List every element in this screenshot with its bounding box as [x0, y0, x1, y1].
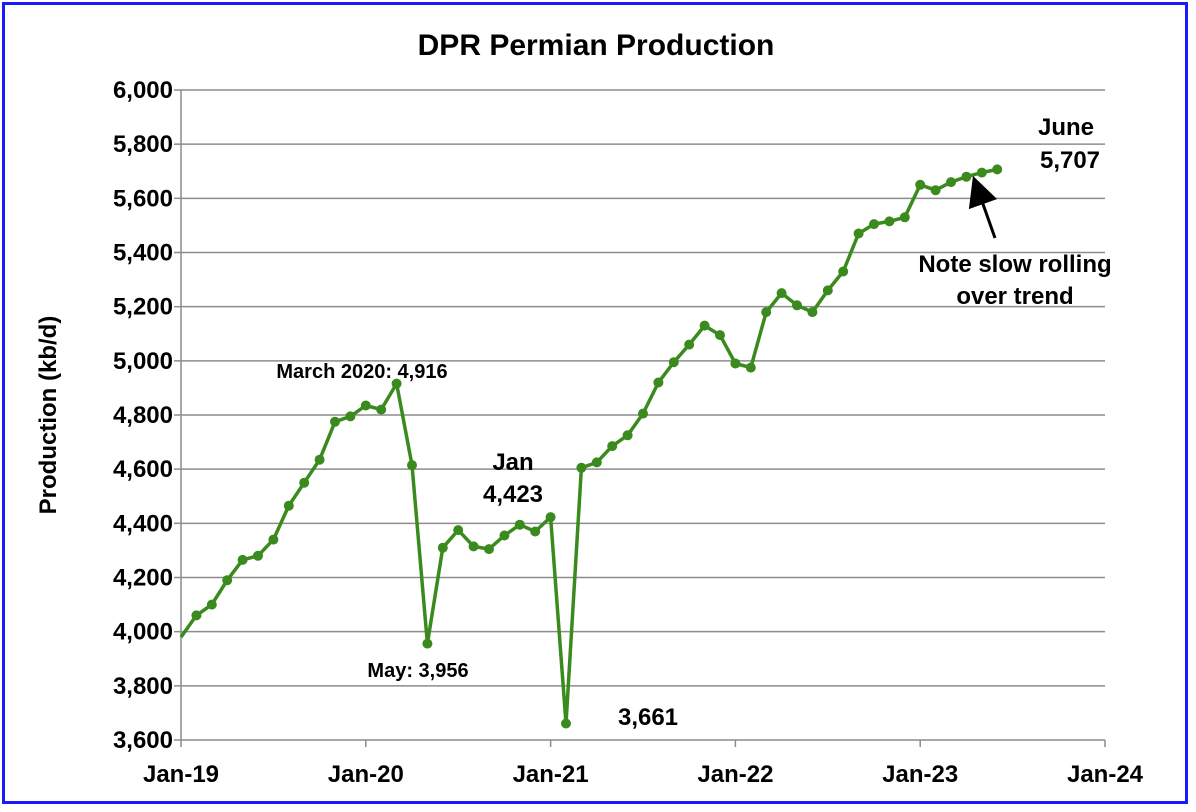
x-tick-label: Jan-22 — [697, 761, 773, 788]
data-point — [453, 525, 464, 536]
data-point — [283, 500, 294, 511]
series-production — [179, 164, 1003, 729]
y-axis-label: Production (kb/d) — [35, 316, 62, 515]
data-point — [622, 430, 633, 441]
annotation-may: May: 3,956 — [367, 660, 468, 682]
data-point — [206, 599, 217, 610]
data-point — [715, 330, 725, 341]
x-tick-label: Jan-24 — [1067, 761, 1144, 788]
annotation-jan-value: 4,423 — [483, 481, 543, 508]
data-point — [699, 320, 710, 331]
data-point — [992, 164, 1003, 175]
data-point — [822, 285, 833, 296]
chart-frame — [2, 2, 1188, 804]
data-point — [930, 185, 941, 196]
x-tick-label: Jan-20 — [328, 761, 404, 788]
data-point — [268, 534, 279, 545]
data-point — [545, 512, 556, 523]
data-point — [761, 307, 772, 318]
data-point — [299, 477, 310, 488]
data-point — [376, 404, 387, 415]
y-tick-label: 4,600 — [113, 456, 173, 483]
x-tick-labels: Jan-19 Jan-20 Jan-21 Jan-22 Jan-23 Jan-24 — [143, 761, 1144, 788]
data-point — [360, 400, 371, 411]
annotation-arrow — [968, 175, 998, 239]
data-point — [807, 307, 818, 318]
data-point — [884, 216, 895, 227]
data-point — [899, 212, 910, 223]
y-tick-label: 6,000 — [113, 77, 173, 104]
data-point — [653, 377, 664, 388]
data-point — [222, 575, 233, 586]
data-point — [730, 358, 741, 369]
y-tick-label: 3,600 — [113, 727, 173, 754]
data-point — [237, 554, 248, 565]
data-point — [530, 526, 541, 537]
data-point — [976, 167, 987, 178]
data-point — [668, 357, 679, 368]
annotation-june-value: 5,707 — [1040, 147, 1100, 174]
annotation-jan-label: Jan — [492, 449, 533, 476]
axes — [174, 89, 1106, 747]
data-point — [314, 454, 325, 465]
data-point — [437, 542, 448, 553]
data-point — [745, 362, 756, 373]
annotation-march-2020: March 2020: 4,916 — [276, 361, 447, 383]
data-point — [576, 462, 587, 473]
data-point — [838, 266, 849, 277]
annotation-june-label: June — [1038, 114, 1094, 141]
y-tick-labels: 3,600 3,800 4,000 4,200 4,400 4,600 4,800 5,000… — [113, 77, 173, 754]
y-tick-label: 4,000 — [113, 619, 173, 646]
grid-lines — [181, 89, 1105, 687]
data-point — [853, 228, 864, 239]
y-tick-label: 5,000 — [113, 348, 173, 375]
x-tick-label: Jan-19 — [143, 761, 219, 788]
annotation-feb-2021-value: 3,661 — [618, 704, 678, 731]
annotation-note-line1: Note slow rolling — [918, 251, 1111, 278]
data-point — [591, 457, 602, 468]
data-point — [422, 638, 433, 649]
data-point — [915, 179, 926, 190]
data-point — [607, 441, 618, 452]
data-point — [499, 530, 510, 541]
data-point — [191, 610, 202, 621]
y-tick-label: 5,800 — [113, 131, 173, 158]
data-point — [792, 300, 802, 311]
data-point — [946, 177, 956, 188]
data-point — [253, 550, 263, 561]
y-tick-label: 5,600 — [113, 185, 173, 212]
y-tick-label: 3,800 — [113, 673, 173, 700]
annotation-note-line2: over trend — [956, 283, 1073, 310]
data-point — [776, 288, 787, 299]
data-point — [391, 378, 402, 389]
data-point — [961, 171, 972, 182]
data-point — [638, 408, 648, 419]
y-tick-label: 4,800 — [113, 402, 173, 429]
y-tick-label: 5,200 — [113, 294, 173, 321]
chart-title: DPR Permian Production — [418, 29, 775, 62]
y-tick-label: 5,400 — [113, 240, 173, 267]
data-point — [468, 541, 479, 552]
data-point — [869, 219, 879, 230]
data-point — [684, 339, 695, 350]
data-point — [484, 544, 494, 555]
x-tick-label: Jan-23 — [882, 761, 958, 788]
data-point — [561, 718, 571, 729]
y-tick-label: 4,400 — [113, 510, 173, 537]
data-point — [407, 460, 417, 471]
data-point — [330, 416, 340, 427]
data-point — [514, 519, 525, 530]
x-tick-label: Jan-21 — [513, 761, 589, 788]
data-point — [345, 411, 356, 422]
y-tick-label: 4,200 — [113, 565, 173, 592]
